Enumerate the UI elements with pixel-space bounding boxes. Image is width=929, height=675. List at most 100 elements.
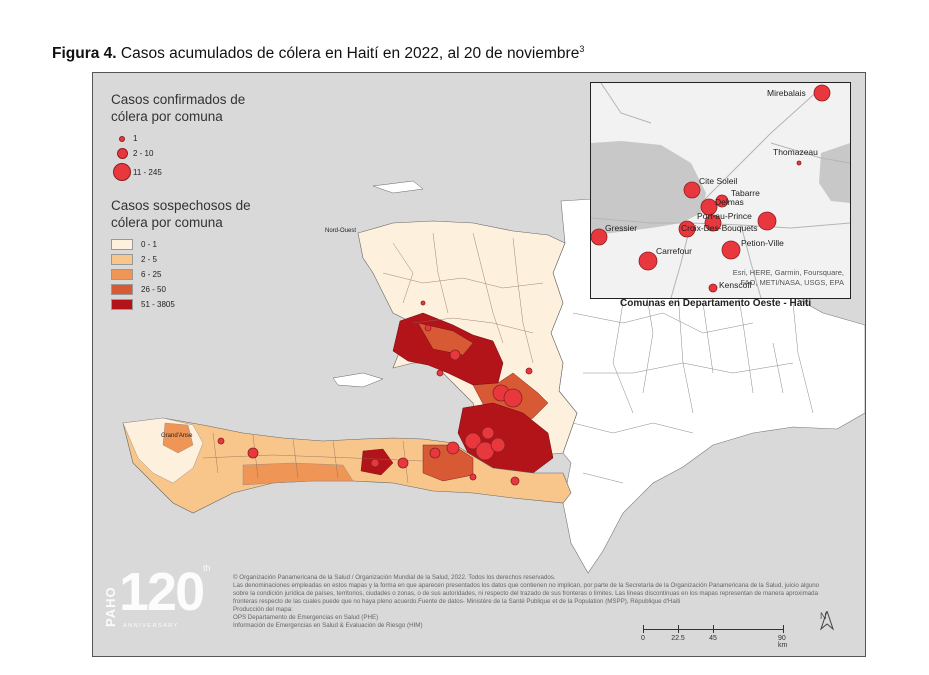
legend-suspected-item: 51 - 3805	[111, 297, 251, 312]
inset-caption: Comunas en Departamento Oeste - Haiti	[620, 298, 812, 309]
inset-label-tabarre: Tabarre	[731, 188, 760, 198]
legend-suspected-label: 51 - 3805	[141, 300, 175, 309]
inset-bay	[591, 141, 706, 235]
legend: Casos confirmados de cólera por comuna 1…	[111, 91, 251, 312]
legend-suspected-title-line2: cólera por comuna	[111, 215, 223, 230]
inset-attribution-line1: Esri, HERE, Garmin, Foursquare,	[732, 268, 844, 277]
inset-dot-delmas	[700, 198, 718, 216]
inset-dot-gressier	[591, 228, 608, 246]
paho-120-logo: PAHO 120 th ANNIVERSARY	[103, 557, 223, 647]
case-dot	[525, 367, 533, 375]
footer-disclaimer: Las denominaciones empleadas en estos ma…	[233, 582, 820, 605]
inset-label-croix: Croix-Des-Bouquets	[681, 223, 758, 233]
inset-map-graphic	[591, 83, 850, 298]
legend-confirmed-title: Casos confirmados de cólera por comuna	[111, 91, 251, 125]
inset-label-delmas: Delmas	[715, 197, 744, 207]
case-dot	[436, 369, 444, 377]
inset-dot-tabarre	[715, 194, 729, 208]
logo-superscript: th	[203, 563, 211, 573]
inset-dot-carrefour	[638, 251, 658, 271]
legend-swatch	[111, 299, 133, 310]
legend-suspected-title: Casos sospechosos de cólera por comuna	[111, 197, 251, 231]
artibonite-upper	[417, 322, 474, 356]
inset-label-gressier: Gressier	[605, 223, 638, 233]
gonave-island	[332, 372, 384, 388]
figure-title-text: Casos acumulados de cólera en Haití en 2…	[116, 45, 580, 63]
north-arrow: N	[820, 611, 834, 631]
footer-department: OPS Departamento de Emergencias en Salud…	[233, 614, 379, 621]
legend-dot-large	[113, 163, 131, 181]
legend-confirmed-title-line2: cólera por comuna	[111, 109, 223, 124]
inset-label-cite-soleil: Cite Soleil	[699, 176, 738, 186]
case-dot	[424, 324, 432, 332]
legend-confirmed-label: 2 - 10	[133, 149, 154, 158]
inset-dot-croix	[678, 220, 696, 238]
grand-anse-label: Grand'Anse	[161, 433, 193, 439]
inset-dot-petion-ville	[721, 240, 741, 260]
case-dot	[429, 447, 441, 459]
case-dot	[420, 300, 426, 306]
legend-swatch	[111, 239, 133, 250]
inset-label-petion-ville: Petion-Ville	[741, 238, 784, 248]
legend-swatch	[111, 254, 133, 265]
footer-unit: Información de Emergencias en Salud & Ev…	[233, 622, 423, 629]
scale-tick-label: 90 km	[778, 635, 788, 649]
figure-label: Figura 4.	[52, 45, 117, 63]
case-dot	[370, 458, 380, 468]
inset-dot-mirebalais	[813, 84, 831, 102]
inset-label-mirebalais: Mirebalais	[767, 88, 806, 98]
legend-suspected-label: 26 - 50	[141, 285, 166, 294]
inset-label-port-au-prince: Port-au-Prince	[697, 211, 752, 221]
inset-attribution-line2: FAO, METI/NASA, USGS, EPA	[740, 278, 844, 287]
case-dot	[449, 349, 461, 361]
scale-bar: 0 22.5 45 90 km	[641, 621, 793, 649]
inset-label-kenscoff: Kenscoff	[719, 280, 752, 290]
confirmed-case-dots	[217, 300, 533, 486]
north-arrow-icon	[820, 611, 834, 631]
haiti-commune-boundaries	[202, 232, 544, 484]
case-dot	[247, 447, 259, 459]
inset-attribution: Esri, HERE, Garmin, Foursquare, FAO, MET…	[733, 268, 844, 288]
legend-confirmed-label: 1	[133, 134, 138, 143]
nord-ouest-label: Nord-Ouest	[325, 228, 357, 234]
case-dot	[217, 437, 225, 445]
legend-swatch	[111, 269, 133, 280]
inset-dot-tm	[757, 211, 777, 231]
north-label: N	[820, 611, 827, 621]
legend-confirmed-item: 1	[111, 131, 251, 146]
legend-suspected-item: 2 - 5	[111, 252, 251, 267]
inset-dot-cite-soleil	[683, 181, 701, 199]
legend-swatch	[111, 284, 133, 295]
legend-suspected-label: 0 - 1	[141, 240, 158, 249]
grand-anse-orange	[162, 422, 194, 454]
inset-label-thomazeau: Thomazeau	[773, 147, 818, 157]
case-dot	[446, 441, 460, 455]
legend-confirmed-item: 2 - 10	[111, 146, 251, 161]
inset-map[interactable]: Mirebalais Thomazeau Cite Soleil Tabarre…	[590, 82, 851, 299]
inset-dot-port-au-prince	[704, 214, 722, 232]
logo-number: 120	[119, 562, 205, 622]
case-dot	[397, 457, 409, 469]
inset-label-carrefour: Carrefour	[656, 246, 692, 256]
case-dot	[481, 426, 495, 440]
inset-lake	[819, 143, 850, 203]
scale-tick-label: 45	[709, 635, 717, 642]
legend-confirmed-title-line1: Casos confirmados de	[111, 92, 246, 107]
figure-title: Figura 4. Casos acumulados de cólera en …	[52, 44, 584, 63]
south-orange-band	[242, 462, 354, 486]
figure-superscript: 3	[579, 44, 585, 54]
case-dot	[464, 432, 482, 450]
legend-dot-medium	[116, 148, 128, 159]
case-dot	[490, 437, 506, 453]
inset-dot-thomazeau	[796, 160, 802, 166]
legend-suspected-item: 26 - 50	[111, 282, 251, 297]
scale-tick-label: 22.5	[671, 635, 685, 642]
haiti-south-peninsula	[122, 417, 572, 514]
map-frame: Nord-Ouest Grand'Anse Casos confirmados …	[92, 72, 866, 657]
case-dot	[469, 473, 477, 481]
case-dot	[510, 476, 520, 486]
legend-suspected-label: 2 - 5	[141, 255, 158, 264]
footer-copyright: © Organización Panamericana de la Salud …	[233, 574, 556, 581]
tortuga-island	[372, 180, 424, 194]
legend-suspected-title-line1: Casos sospechosos de	[111, 198, 251, 213]
